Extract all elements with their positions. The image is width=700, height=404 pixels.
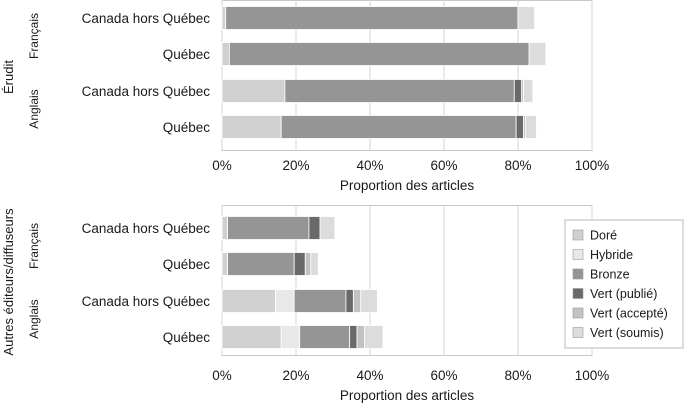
bar-segment (349, 325, 358, 349)
legend-label: Vert (publié) (590, 287, 657, 301)
category-label: Canada hors Québec (82, 11, 211, 26)
bar-segment (221, 79, 286, 103)
category-label: Canada hors Québec (82, 84, 211, 99)
legend-label: Hybride (590, 248, 633, 262)
legend: Doré Hybride Bronze Vert (publié) Vert (acce… (564, 219, 684, 349)
bar-segment (525, 115, 537, 139)
bar-segment (515, 115, 524, 139)
bar-segment (523, 79, 534, 103)
legend-label: Vert (accepté) (590, 307, 668, 321)
bar-segment (280, 325, 301, 349)
bar-segment (227, 216, 310, 240)
bar-segment (221, 6, 227, 30)
legend-swatch (572, 249, 584, 260)
x-tick-label: 0% (212, 158, 232, 173)
x-tick-label: 100% (575, 368, 610, 383)
bar-segment (308, 216, 321, 240)
bar-segment (221, 252, 228, 276)
subgroup-label: Anglais (27, 89, 41, 128)
bar-segment (228, 42, 530, 66)
subgroup-label: Anglais (27, 299, 41, 338)
category-label: Québec (163, 47, 211, 62)
x-axis-title: Proportion des articles (340, 388, 475, 403)
category-label: Québec (163, 120, 211, 135)
panel-1: 0% 20% 40% 60% 80% 100% Canada hors Québec Québ… (1, 0, 609, 193)
bar-segment (517, 6, 536, 30)
legend-swatch (572, 268, 584, 280)
bar-segment (221, 216, 228, 240)
subgroup-label: Français (27, 13, 41, 59)
bar-segment (284, 79, 515, 103)
category-label: Canada hors Québec (82, 294, 211, 309)
bar-segment (356, 325, 365, 349)
x-tick-label: 60% (430, 158, 457, 173)
panel-2: 0% 20% 40% 60% 80% 100% Canada hors Québec Québ… (1, 205, 609, 403)
legend-swatch (572, 307, 584, 319)
bar-segment (319, 216, 336, 240)
bar-segment (513, 79, 523, 103)
subgroup-label: Français (27, 223, 41, 269)
x-tick-label: 100% (575, 158, 610, 173)
bar-segment (280, 115, 517, 139)
bar-segment (275, 289, 295, 313)
bar-segment (293, 289, 347, 313)
x-tick-label: 0% (212, 368, 232, 383)
bar-segment (360, 289, 378, 313)
bar-segment (364, 325, 384, 349)
legend-box (564, 219, 684, 349)
x-tick-label: 40% (356, 368, 383, 383)
bar-segment (221, 42, 230, 66)
group-label: Érudit (1, 60, 16, 94)
x-tick-label: 60% (430, 368, 457, 383)
x-axis-title: Proportion des articles (340, 178, 475, 193)
x-tick-label: 40% (356, 158, 383, 173)
bar-segment (345, 289, 354, 313)
bar-segment (225, 6, 519, 30)
bar-segment (310, 252, 319, 276)
legend-swatch (572, 229, 584, 241)
legend-label: Vert (soumis) (590, 326, 664, 340)
bar-segment (304, 252, 312, 276)
bar-segment (221, 325, 282, 349)
x-tick-label: 80% (504, 158, 531, 173)
category-label: Québec (163, 257, 211, 272)
bar-segment (528, 42, 547, 66)
legend-label: Bronze (590, 268, 630, 282)
bar-segment (221, 289, 277, 313)
x-tick-label: 20% (282, 158, 309, 173)
category-label: Québec (163, 330, 211, 345)
bar-segment (221, 115, 282, 139)
bar-segment (293, 252, 306, 276)
legend-swatch (572, 327, 584, 338)
group-label: Autres éditeurs/diffuseurs (1, 208, 16, 356)
bar-segment (227, 252, 295, 276)
bar-segment (352, 289, 362, 313)
legend-label: Doré (590, 229, 617, 243)
x-tick-label: 20% (282, 368, 309, 383)
x-tick-label: 80% (504, 368, 531, 383)
category-label: Canada hors Québec (82, 221, 211, 236)
bar-segment (299, 325, 351, 349)
legend-swatch (572, 288, 584, 299)
